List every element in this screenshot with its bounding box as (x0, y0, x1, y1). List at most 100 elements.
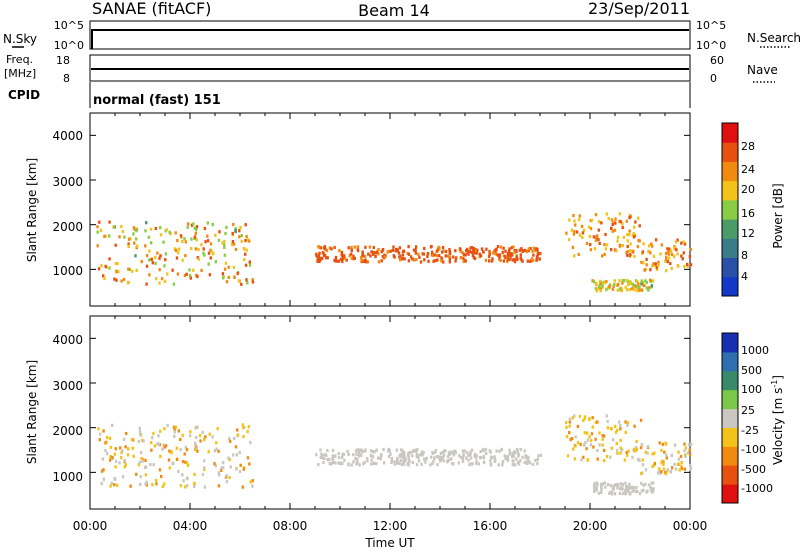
power-cbtick-12: 12 (741, 227, 755, 240)
scatter-cell (465, 249, 468, 253)
scatter-cell (469, 450, 472, 454)
scatter-cell (646, 489, 649, 493)
scatter-cell (116, 262, 119, 266)
scatter-cell (319, 448, 322, 452)
scatter-cell (582, 228, 586, 232)
scatter-cell (652, 488, 655, 492)
scatter-cell (407, 252, 411, 256)
scatter-cell (188, 274, 192, 278)
scatter-cell (145, 483, 148, 487)
scatter-cell (321, 251, 324, 255)
scatter-cell (517, 454, 520, 458)
scatter-cell (582, 418, 585, 423)
scatter-cell (621, 244, 624, 248)
scatter-cell (682, 240, 685, 244)
scatter-cell (441, 457, 444, 461)
scatter-cell (571, 245, 575, 249)
scatter-cell (442, 249, 445, 253)
scatter-cell (665, 453, 668, 457)
scatter-cell (508, 452, 511, 456)
scatter-cell (688, 254, 692, 259)
scatter-cell (616, 451, 619, 456)
scatter-cell (601, 443, 604, 447)
scatter-cell (644, 450, 647, 454)
scatter-cell (663, 450, 666, 454)
scatter-cell (144, 229, 147, 233)
scatter-cell (583, 443, 586, 447)
scatter-cell (620, 487, 623, 491)
scatter-cell (326, 448, 329, 453)
scatter-cell (407, 451, 410, 455)
scatter-cell (473, 454, 476, 458)
scatter-cell (97, 267, 101, 271)
scatter-cell (331, 448, 335, 453)
scatter-cell (195, 225, 199, 229)
scatter-cell (419, 260, 423, 264)
scatter-cell (598, 443, 601, 447)
scatter-cell (587, 225, 591, 229)
velocity-panel: Slant Range [km] 4000 3000 2000 1000 100… (25, 315, 785, 510)
scatter-cell (136, 244, 139, 248)
power-cbtick-28: 28 (741, 140, 755, 153)
cpid-label: CPID (8, 88, 40, 102)
scatter-cell (637, 288, 641, 292)
scatter-cell (232, 265, 236, 269)
scatter-cell (347, 246, 350, 250)
scatter-cell (232, 242, 236, 246)
scatter-cell (415, 258, 418, 262)
scatter-cell (478, 252, 481, 256)
scatter-cell (185, 272, 188, 276)
scatter-cell (686, 451, 689, 455)
scatter-cell (341, 455, 344, 459)
scatter-cell (411, 449, 414, 454)
scatter-cell (632, 235, 636, 239)
scatter-cell (532, 253, 535, 257)
scatter-cell (144, 244, 147, 248)
scatter-cell (393, 462, 396, 466)
scatter-cell (217, 449, 220, 453)
scatter-cell (619, 446, 622, 450)
scatter-cell (513, 260, 517, 264)
scatter-cell (184, 485, 187, 489)
scatter-cell (350, 256, 354, 260)
scatter-cell (605, 287, 608, 292)
time-tick-5: 20:00 (573, 519, 608, 533)
scatter-cell (403, 453, 406, 457)
scatter-cell (123, 235, 126, 239)
scatter-cell (214, 464, 217, 468)
scatter-cell (421, 453, 424, 457)
scatter-cell (317, 254, 321, 258)
scatter-cell (211, 435, 214, 439)
scatter-cell (618, 219, 621, 223)
scatter-cell (501, 463, 504, 467)
scatter-cell (364, 260, 368, 264)
scatter-cell (155, 482, 158, 486)
scatter-cell (640, 489, 644, 493)
scatter-cell (650, 284, 654, 288)
scatter-cell (633, 254, 636, 259)
scatter-cell (585, 241, 589, 245)
scatter-cell (464, 456, 468, 460)
scatter-cell (507, 258, 510, 262)
scatter-cell (192, 268, 195, 272)
scatter-cell (101, 457, 105, 461)
scatter-cell (626, 484, 629, 489)
scatter-cell (141, 459, 144, 463)
scatter-cell (448, 248, 451, 252)
scatter-cell (412, 248, 416, 252)
scatter-cell (234, 445, 238, 449)
scatter-cell (475, 461, 478, 465)
scatter-cell (228, 475, 231, 480)
scatter-cell (380, 453, 383, 458)
scatter-cell (203, 253, 206, 257)
scatter-cell (640, 288, 644, 292)
scatter-cell (214, 260, 217, 264)
scatter-cell (431, 461, 434, 466)
time-tick-2: 08:00 (273, 519, 308, 533)
scatter-cell (626, 253, 629, 257)
scatter-cell (475, 251, 478, 255)
scatter-cell (201, 430, 204, 434)
scatter-cell (590, 218, 594, 222)
scatter-cell (615, 442, 618, 446)
scatter-cell (401, 452, 405, 456)
